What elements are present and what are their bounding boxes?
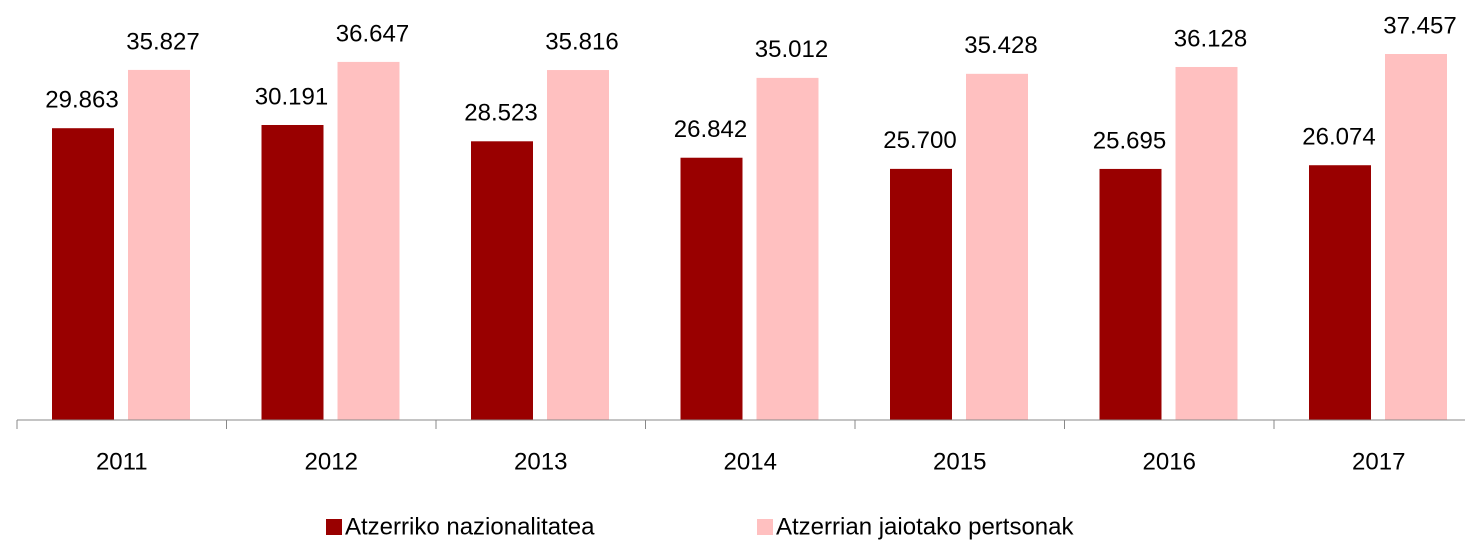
legend-swatch: [326, 519, 342, 535]
value-label: 36.647: [336, 20, 409, 47]
bar: [966, 73, 1028, 420]
bar: [471, 141, 533, 420]
value-label: 35.816: [545, 28, 618, 55]
bar: [1175, 66, 1238, 420]
bar: [128, 69, 190, 420]
bar: [890, 168, 952, 420]
bar: [261, 124, 324, 421]
value-label: 29.863: [45, 87, 118, 114]
x-tick-label: 2014: [724, 448, 777, 475]
bar: [337, 61, 400, 421]
value-label: 35.827: [126, 28, 199, 55]
legend-label: Atzerrian jaiotako pertsonak: [776, 513, 1074, 540]
value-label: 25.695: [1093, 127, 1166, 154]
bar: [547, 70, 609, 420]
value-label: 35.428: [964, 32, 1037, 59]
legend-swatch: [757, 519, 773, 535]
x-tick-label: 2011: [96, 448, 148, 475]
value-label: 28.523: [464, 100, 537, 127]
bar: [52, 128, 114, 421]
bar: [680, 157, 743, 421]
value-label: 26.074: [1302, 124, 1375, 151]
x-tick-label: 2016: [1143, 448, 1196, 475]
value-label: 37.457: [1383, 12, 1456, 39]
bar: [1385, 54, 1447, 420]
value-label: 36.128: [1174, 25, 1247, 52]
value-label: 30.191: [255, 83, 328, 110]
legend-label: Atzerriko nazionalitatea: [345, 513, 595, 540]
value-label: 35.012: [755, 36, 828, 63]
bar: [756, 77, 819, 420]
bar: [1309, 165, 1371, 420]
value-label: 26.842: [674, 116, 747, 143]
value-label: 25.700: [883, 127, 956, 154]
x-tick-label: 2017: [1352, 448, 1405, 475]
x-tick-label: 2015: [933, 448, 986, 475]
x-tick-label: 2013: [514, 448, 567, 475]
x-tick-label: 2012: [305, 448, 358, 475]
bar: [1099, 168, 1162, 420]
